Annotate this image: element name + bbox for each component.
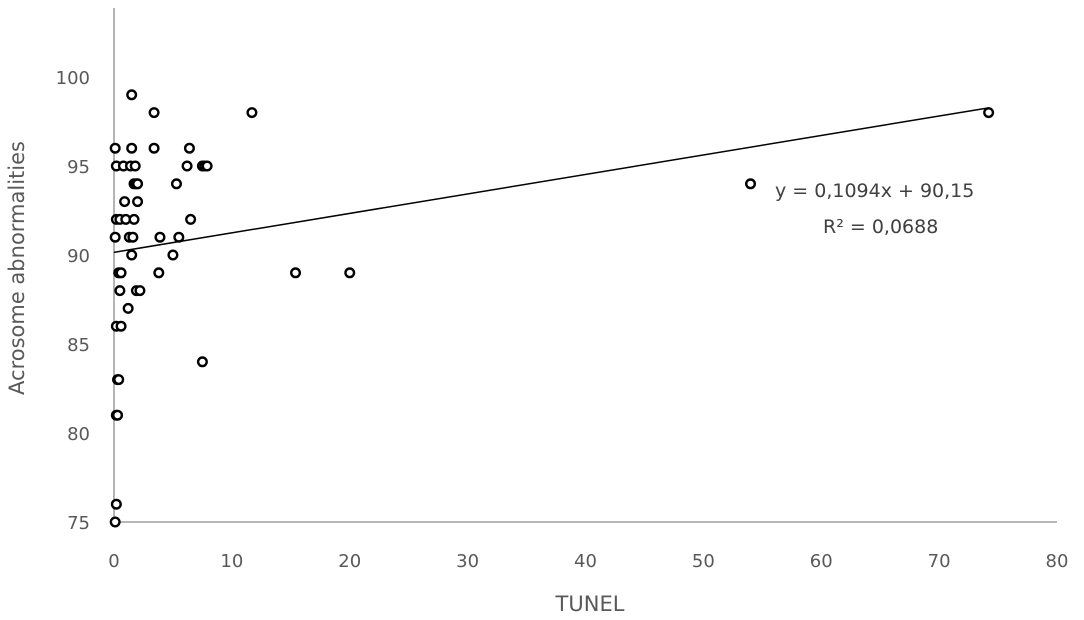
y-tick-label: 100 (56, 68, 90, 89)
x-tick-label: 70 (928, 551, 951, 572)
plot-area (113, 8, 1057, 523)
data-point (110, 498, 122, 510)
x-tick-label: 60 (810, 551, 833, 572)
x-tick-label: 0 (108, 551, 119, 572)
trendline-equation: y = 0,1094x + 90,15 (775, 180, 974, 202)
data-point (290, 267, 302, 279)
y-tick-label: 85 (67, 335, 90, 356)
data-point (983, 107, 995, 119)
data-point (185, 213, 197, 225)
data-point (129, 160, 141, 172)
y-axis-ticks: 75 80 85 90 95 100 (56, 68, 90, 534)
trendline (113, 107, 989, 254)
data-point (109, 516, 121, 528)
data-point (167, 249, 179, 261)
y-tick-label: 75 (67, 513, 90, 534)
data-point (115, 267, 127, 279)
data-point (154, 231, 166, 243)
data-point (109, 142, 121, 154)
data-point (196, 356, 208, 368)
x-tick-label: 10 (220, 551, 243, 572)
trendline-r-squared: R² = 0,0688 (823, 216, 938, 238)
data-point (126, 249, 138, 261)
data-point (148, 107, 160, 119)
data-point (128, 213, 140, 225)
data-point (114, 285, 126, 297)
y-tick-label: 80 (67, 424, 90, 445)
x-axis-title: TUNEL (555, 592, 625, 616)
data-point (181, 160, 193, 172)
data-point (344, 267, 356, 279)
data-point (173, 231, 185, 243)
data-point (246, 107, 258, 119)
x-tick-label: 20 (338, 551, 361, 572)
data-point (153, 267, 165, 279)
data-point (115, 320, 127, 332)
data-points (109, 89, 995, 528)
data-point (148, 142, 160, 154)
y-axis-title: Acrosome abnormalities (5, 141, 29, 395)
data-point (127, 231, 139, 243)
data-point (183, 142, 195, 154)
data-point (132, 178, 144, 190)
data-point (119, 196, 131, 208)
data-point (132, 196, 144, 208)
x-tick-label: 80 (1046, 551, 1069, 572)
data-point (113, 374, 125, 386)
data-point (126, 142, 138, 154)
data-point (745, 178, 757, 190)
data-point (109, 231, 121, 243)
x-tick-label: 50 (692, 551, 715, 572)
y-tick-label: 95 (67, 157, 90, 178)
x-axis-ticks: 0 10 20 30 40 50 60 70 80 (108, 551, 1068, 572)
data-point (126, 89, 138, 101)
data-point (170, 178, 182, 190)
data-point (122, 302, 134, 314)
x-tick-label: 40 (574, 551, 597, 572)
data-point (112, 409, 124, 421)
x-tick-label: 30 (456, 551, 479, 572)
y-tick-label: 90 (67, 246, 90, 267)
data-point (201, 160, 213, 172)
data-point (134, 285, 146, 297)
